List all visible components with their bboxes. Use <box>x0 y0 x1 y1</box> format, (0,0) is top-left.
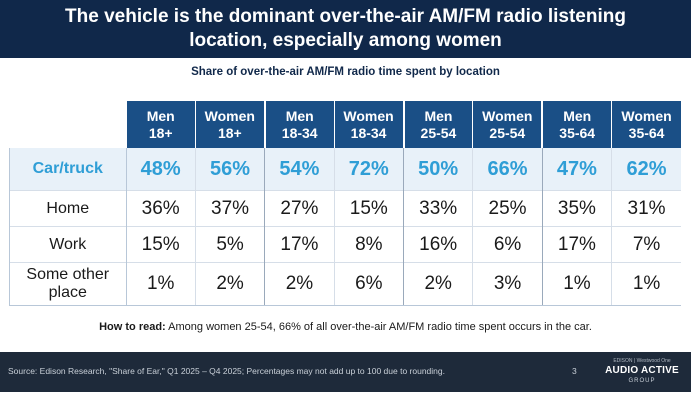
table-cell: 5% <box>194 226 265 263</box>
data-table: Men 18+ Women 18+ Men 18-34 Women 18-34 Men 2… <box>9 101 681 306</box>
table-cell: 36% <box>125 190 196 227</box>
table-cell: 66% <box>472 148 543 191</box>
table-cell: 17% <box>541 226 612 263</box>
row-label-line2: place <box>48 284 87 301</box>
column-header-line1: Men <box>146 107 175 124</box>
table-row-some-other-place: Some other place 1% 2% 2% 6% 2% 3% 1% 1% <box>9 262 681 306</box>
column-header-line2: 18+ <box>148 124 173 141</box>
column-header-line2: 35-64 <box>559 124 596 141</box>
column-header-line2: 35-64 <box>628 124 665 141</box>
audio-active-group-logo: EDISON | Westwood One AUDIO ACTIVE GROUP <box>598 358 686 388</box>
column-header: Women 35-64 <box>611 101 681 148</box>
table-cell: 72% <box>333 148 404 191</box>
table-cell: 47% <box>541 148 612 191</box>
table-cell: 31% <box>611 190 681 227</box>
row-label: Home <box>9 190 127 227</box>
column-header: Women 18-34 <box>333 101 404 148</box>
table-cell: 56% <box>194 148 265 191</box>
row-label: Car/truck <box>9 148 127 191</box>
page-title: The vehicle is the dominant over-the-air… <box>65 6 626 51</box>
row-label: Some other place <box>9 262 127 306</box>
table-row-work: Work 15% 5% 17% 8% 16% 6% 17% 7% <box>9 226 681 263</box>
column-header: Men 25-54 <box>402 101 473 148</box>
table-cell: 27% <box>264 190 335 227</box>
table-row-car-truck: Car/truck 48% 56% 54% 72% 50% 66% 47% 62… <box>9 148 681 191</box>
table-cell: 48% <box>125 148 196 191</box>
table-cell: 1% <box>125 262 196 306</box>
source-note: Source: Edison Research, "Share of Ear,"… <box>8 366 445 376</box>
bottom-strip <box>0 392 691 402</box>
table-cell: 37% <box>194 190 265 227</box>
footer-bar: Source: Edison Research, "Share of Ear,"… <box>0 352 691 392</box>
column-header-line1: Women <box>621 107 672 124</box>
column-header-line1: Women <box>204 107 255 124</box>
table-title: Share of over-the-air AM/FM radio time s… <box>191 66 500 78</box>
table-cell: 2% <box>264 262 335 306</box>
table-cell: 15% <box>333 190 404 227</box>
table-cell: 2% <box>194 262 265 306</box>
column-header-line2: 18-34 <box>281 124 318 141</box>
table-cell: 15% <box>125 226 196 263</box>
table-cell: 17% <box>264 226 335 263</box>
column-header-line1: Men <box>285 107 314 124</box>
table-cell: 7% <box>611 226 681 263</box>
column-header-line2: 18+ <box>217 124 242 141</box>
page-number: 3 <box>572 366 577 376</box>
column-header: Men 35-64 <box>541 101 612 148</box>
column-header: Women 25-54 <box>472 101 543 148</box>
table-cell: 16% <box>402 226 473 263</box>
table-cell: 35% <box>541 190 612 227</box>
column-header-line1: Men <box>424 107 453 124</box>
table-cell: 1% <box>541 262 612 306</box>
row-label: Work <box>9 226 127 263</box>
how-to-read-label: How to read: <box>99 321 166 333</box>
table-cell: 33% <box>402 190 473 227</box>
column-header-line1: Men <box>563 107 592 124</box>
header-corner <box>9 101 126 148</box>
table-cell: 6% <box>472 226 543 263</box>
column-header: Men 18-34 <box>263 101 335 148</box>
column-header-line2: 25-54 <box>489 124 526 141</box>
table-cell: 25% <box>472 190 543 227</box>
row-label-line1: Some other <box>26 266 110 283</box>
table-cell: 1% <box>611 262 681 306</box>
how-to-read-text: Among women 25-54, 66% of all over-the-a… <box>165 321 592 333</box>
table-cell: 8% <box>333 226 404 263</box>
column-header: Men 18+ <box>125 101 196 148</box>
table-cell: 62% <box>611 148 681 191</box>
table-cell: 54% <box>264 148 335 191</box>
title-bar: The vehicle is the dominant over-the-air… <box>0 0 691 58</box>
logo-partners: EDISON | Westwood One <box>613 358 671 364</box>
table-cell: 2% <box>402 262 473 306</box>
column-header-line2: 18-34 <box>350 124 387 141</box>
column-header: Women 18+ <box>194 101 265 148</box>
header-row: Men 18+ Women 18+ Men 18-34 Women 18-34 Men 2… <box>9 101 681 148</box>
column-header-line2: 25-54 <box>420 124 457 141</box>
column-header-line1: Women <box>482 107 533 124</box>
table-row-home: Home 36% 37% 27% 15% 33% 25% 35% 31% <box>9 190 681 227</box>
column-header-line1: Women <box>343 107 394 124</box>
table-cell: 50% <box>402 148 473 191</box>
table-cell: 6% <box>333 262 404 306</box>
logo-main-text: AUDIO ACTIVE <box>605 365 679 376</box>
table-cell: 3% <box>472 262 543 306</box>
logo-sub-text: GROUP <box>628 378 656 384</box>
how-to-read-note: How to read: Among women 25-54, 66% of a… <box>0 321 691 333</box>
